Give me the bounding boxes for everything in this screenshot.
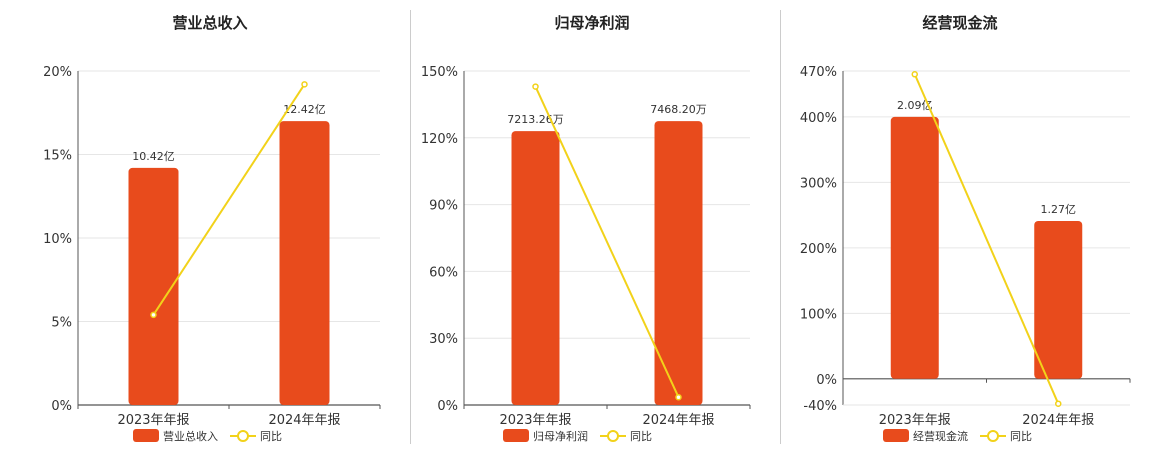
legend-swatch-bar xyxy=(133,429,159,442)
legend-swatch-bar xyxy=(503,429,529,442)
chart-net-profit: 归母净利润 0% 30% 60% 90% 120% 150% 7213.26万 2023年年报 7… xyxy=(411,0,780,450)
legend[interactable]: 营业总收入 同比 xyxy=(133,429,282,443)
bar-revenue-2 xyxy=(279,121,330,405)
bar-cash-flow-1 xyxy=(890,116,939,379)
chart-revenue-svg: 营业总收入 0% 5% 10% 15% 20% 10.42亿 2023年年报 12.42亿 202… xyxy=(43,14,381,443)
legend-label-line: 同比 xyxy=(1010,430,1032,443)
y-tick-label: 5% xyxy=(51,316,72,331)
y-tick-label: 400% xyxy=(800,111,837,126)
data-label: 10.42亿 xyxy=(132,150,175,163)
chart-title: 经营现金流 xyxy=(922,14,997,32)
y-tick-label: 120% xyxy=(421,132,458,147)
y-tick-label: 0% xyxy=(437,399,458,414)
legend-label-bar: 经营现金流 xyxy=(913,429,968,443)
legend-label-line: 同比 xyxy=(630,430,652,443)
y-tick-label: 200% xyxy=(800,242,837,257)
yoy-point-1 xyxy=(532,83,539,90)
legend-label-bar: 归母净利润 xyxy=(533,429,588,443)
yoy-line xyxy=(913,73,1060,405)
y-tick-label: 100% xyxy=(800,307,837,322)
y-tick-label: 150% xyxy=(421,65,458,80)
legend[interactable]: 经营现金流 同比 xyxy=(883,429,1032,443)
legend-label-line: 同比 xyxy=(260,430,282,443)
bar-cash-flow-2 xyxy=(1034,220,1083,379)
yoy-point-2 xyxy=(675,393,682,401)
y-tick-label: 300% xyxy=(800,176,837,191)
chart-cash-flow-svg: 经营现金流 -40% 0% 100% 200% 300% 400% 470% 2.09亿 2023… xyxy=(800,14,1131,443)
y-tick-label: 470% xyxy=(800,65,837,80)
y-tick-label: 0% xyxy=(816,373,837,388)
y-tick-label: 0% xyxy=(51,399,72,414)
chart-revenue: 营业总收入 0% 5% 10% 15% 20% 10.42亿 2023年年报 12.42亿 202… xyxy=(0,0,410,450)
chart-cash-flow: 经营现金流 -40% 0% 100% 200% 300% 400% 470% 2.09亿 2023… xyxy=(781,0,1160,450)
yoy-point-1 xyxy=(911,71,918,78)
legend-marker-line xyxy=(607,430,619,442)
legend-swatch-bar xyxy=(883,429,909,442)
bar-net-profit-2 xyxy=(654,121,703,405)
legend-label-bar: 营业总收入 xyxy=(163,429,218,443)
data-label: 12.42亿 xyxy=(283,103,326,116)
y-tick-label: 15% xyxy=(43,149,72,164)
yoy-point-2 xyxy=(1055,400,1062,407)
chart-net-profit-svg: 归母净利润 0% 30% 60% 90% 120% 150% 7213.26万 2023年年报 7… xyxy=(421,14,751,443)
yoy-point-2 xyxy=(301,81,308,88)
y-tick-label: 30% xyxy=(429,332,458,347)
y-tick-label: 60% xyxy=(429,265,458,280)
y-tick-label: 10% xyxy=(43,232,72,247)
data-label: 1.27亿 xyxy=(1041,203,1077,216)
bar-net-profit-1 xyxy=(511,131,560,405)
divider-2 xyxy=(780,10,781,444)
y-tick-label: 90% xyxy=(429,199,458,214)
x-tick-label: 2023年年报 xyxy=(499,413,571,428)
bar-revenue-1 xyxy=(128,167,179,405)
x-tick-label: 2023年年报 xyxy=(879,413,951,428)
x-tick-label: 2023年年报 xyxy=(117,413,189,428)
legend-marker-line xyxy=(237,430,249,442)
legend[interactable]: 归母净利润 同比 xyxy=(503,429,652,443)
yoy-point-1 xyxy=(150,311,157,319)
y-tick-label: 20% xyxy=(43,65,72,80)
data-label: 7213.26万 xyxy=(507,113,564,126)
yoy-line xyxy=(152,83,306,316)
x-tick-label: 2024年年报 xyxy=(268,413,340,428)
chart-title: 营业总收入 xyxy=(172,14,247,32)
data-label: 7468.20万 xyxy=(650,103,707,116)
x-tick-label: 2024年年报 xyxy=(1022,413,1094,428)
divider-1 xyxy=(410,10,411,444)
legend-marker-line xyxy=(987,430,999,442)
y-tick-label: -40% xyxy=(803,399,837,414)
x-tick-label: 2024年年报 xyxy=(642,413,714,428)
data-label: 2.09亿 xyxy=(897,99,933,112)
yoy-line xyxy=(534,86,680,398)
chart-title: 归母净利润 xyxy=(554,14,629,32)
